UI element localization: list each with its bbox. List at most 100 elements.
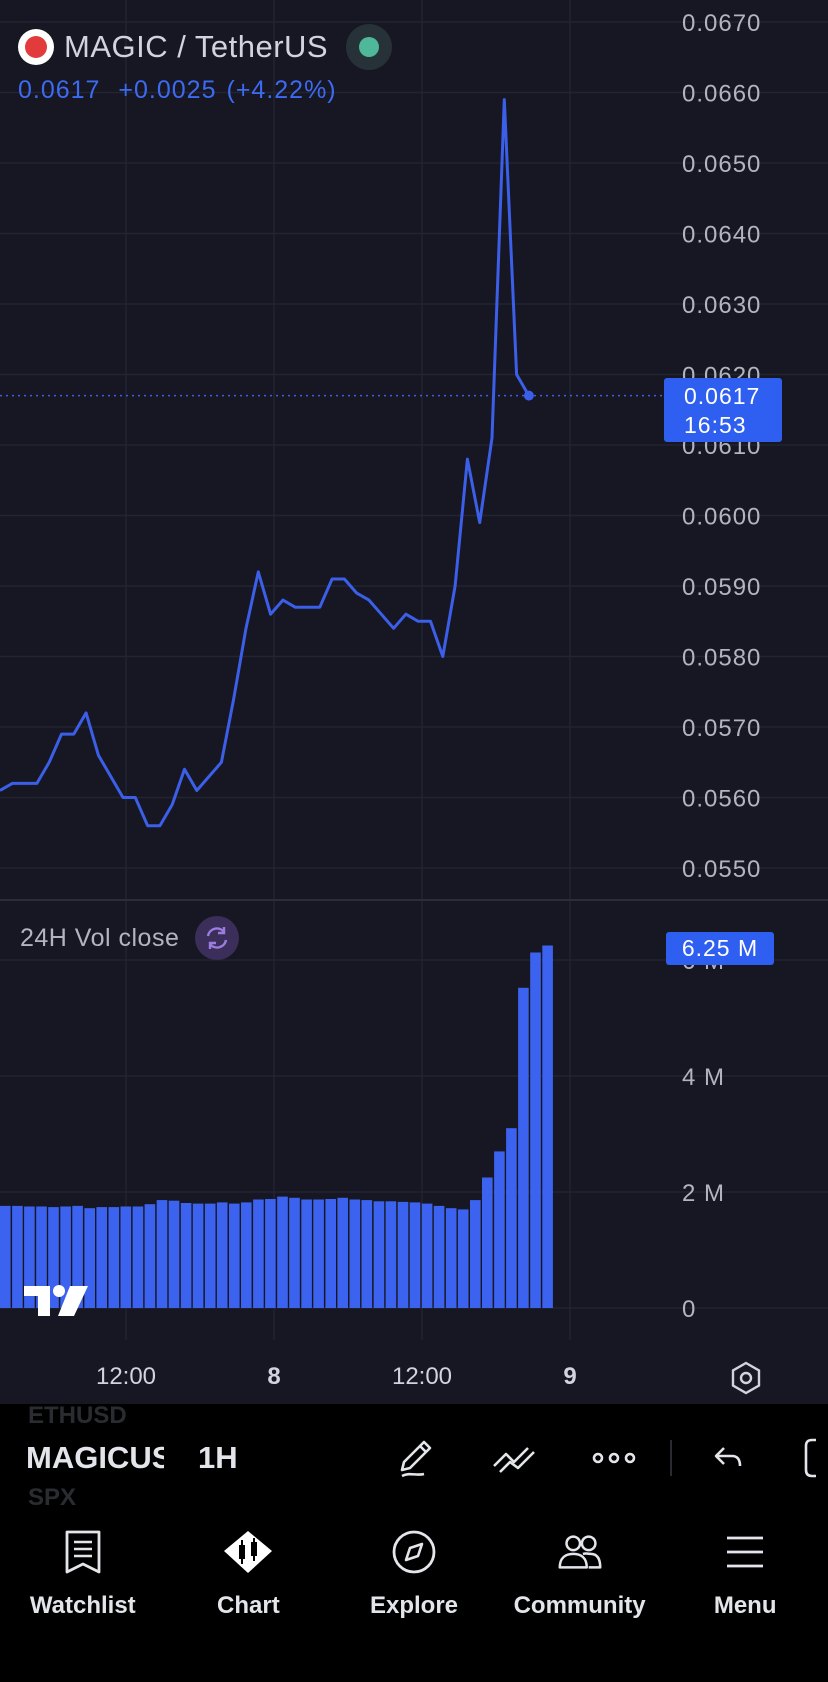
compass-icon (388, 1526, 440, 1578)
price-axis: 0.06700.06600.06500.06400.06300.06200.06… (682, 10, 761, 883)
volume-bar (168, 1200, 180, 1308)
volume-bar (0, 1205, 11, 1308)
volume-bar (445, 1208, 457, 1308)
undo-icon[interactable] (704, 1434, 752, 1482)
chart-canvas[interactable]: 0.06700.06600.06500.06400.06300.06200.06… (0, 0, 828, 1404)
volume-legend-label[interactable]: 24H Vol close (20, 923, 180, 952)
volume-bar (421, 1203, 433, 1308)
market-status-indicator[interactable] (346, 24, 393, 70)
time-tick-label: 8 (267, 1363, 280, 1390)
volume-bar (457, 1209, 469, 1308)
menu-icon (719, 1526, 771, 1578)
price-change-abs: +0.0025 (118, 76, 217, 104)
price-series (0, 98, 664, 828)
last-price-point (523, 390, 534, 401)
volume-bar (229, 1203, 240, 1308)
price-line (0, 98, 531, 828)
nav-label-community: Community (513, 1592, 646, 1619)
volume-bar (72, 1205, 83, 1308)
price-tick-label: 0.0550 (682, 856, 761, 883)
nav-chart[interactable]: Chart (166, 1512, 332, 1682)
tradingview-logo-icon[interactable] (22, 1282, 92, 1325)
next-symbol-ghost[interactable]: SPX (28, 1484, 77, 1511)
nav-menu[interactable]: Menu (662, 1512, 828, 1682)
volume-bar (265, 1199, 276, 1308)
volume-bar (397, 1201, 409, 1308)
volume-bar (361, 1200, 373, 1308)
price-tick-label: 0.0640 (682, 222, 761, 249)
volume-bar (84, 1208, 95, 1308)
volume-bar (385, 1201, 397, 1308)
price-tick-label: 0.0600 (682, 504, 761, 531)
price-tick-label: 0.0570 (682, 715, 761, 742)
nav-label-watchlist: Watchlist (29, 1592, 136, 1619)
volume-bar (337, 1197, 348, 1308)
price-tick-label: 0.0630 (682, 292, 761, 319)
symbol-selector[interactable]: MAGICUSDT (26, 1440, 164, 1475)
volume-axis: 02 M4 M6 M (682, 948, 725, 1323)
symbol-title[interactable]: MAGIC / TetherUS (64, 29, 329, 64)
volume-bar (518, 987, 529, 1308)
volume-bar (530, 952, 541, 1308)
nav-community[interactable]: Community (497, 1512, 663, 1682)
nav-watchlist[interactable]: Watchlist (0, 1512, 166, 1682)
volume-bar (409, 1202, 421, 1308)
volume-bar (482, 1177, 493, 1308)
time-tick-label: 12:00 (392, 1363, 452, 1390)
nav-label-menu: Menu (713, 1592, 777, 1619)
chart-toolbar: ETHUSD SPX MAGICUSDT 1H (0, 1404, 828, 1512)
candle-countdown: 16:53 (684, 412, 747, 438)
interval-selector[interactable]: 1H (198, 1440, 238, 1475)
volume-tick-label: 0 (682, 1296, 696, 1323)
previous-symbol-ghost[interactable]: ETHUSD (28, 1404, 127, 1429)
current-price-value: 0.0617 (684, 383, 761, 409)
volume-bar (48, 1207, 59, 1308)
volume-bar (60, 1206, 71, 1308)
volume-bar (204, 1203, 216, 1308)
volume-bar (216, 1202, 228, 1308)
price-tick-label: 0.0670 (682, 10, 761, 37)
volume-legend[interactable]: 24H Vol close (20, 916, 240, 960)
magic-coin-logo (18, 29, 54, 65)
symbol-header[interactable]: MAGIC / TetherUS (18, 24, 393, 70)
toolbar-divider (670, 1440, 672, 1476)
indicators-icon[interactable] (490, 1434, 538, 1482)
time-tick-label: 9 (563, 1363, 576, 1390)
volume-bar (301, 1199, 312, 1308)
drawing-pen-icon[interactable] (392, 1434, 440, 1482)
volume-bar (96, 1207, 107, 1308)
last-price: 0.0617 (18, 76, 101, 104)
price-tick-label: 0.0650 (682, 151, 761, 178)
chart-area[interactable]: 0.0670 0.0660 0.0650 0.0640 0.0630 0.0620 0.06… (0, 0, 828, 1404)
more-options-icon[interactable] (590, 1434, 638, 1482)
refresh-icon[interactable] (195, 916, 240, 960)
volume-tick-label: 2 M (682, 1180, 725, 1207)
volume-bar (433, 1205, 445, 1308)
price-tick-label: 0.0580 (682, 645, 761, 672)
volume-bar (253, 1199, 264, 1308)
volume-bars (0, 945, 553, 1308)
volume-bar (349, 1199, 361, 1308)
time-axis: 12:00 8 12:00 9 (96, 1363, 577, 1390)
volume-bar (12, 1205, 23, 1308)
chart-settings-hexagon-icon[interactable] (728, 1360, 764, 1396)
price-change-pct: (+4.22%) (226, 76, 337, 104)
volume-bar (192, 1203, 204, 1308)
volume-bar (313, 1199, 324, 1308)
nav-explore[interactable]: Explore (331, 1512, 497, 1682)
bottom-navigation: Watchlist Chart Explore (0, 1512, 828, 1682)
fullscreen-icon[interactable] (792, 1434, 828, 1482)
volume-bar (506, 1128, 517, 1308)
watchlist-icon (57, 1526, 109, 1578)
nav-label-chart: Chart (217, 1592, 280, 1619)
price-tick-label: 0.0590 (682, 574, 761, 601)
price-tick-label: 0.0560 (682, 786, 761, 813)
price-summary: 0.0617 +0.0025 (+4.22%) (18, 76, 347, 105)
volume-bar (470, 1200, 481, 1308)
volume-bar (542, 945, 553, 1308)
volume-bar (108, 1207, 120, 1308)
current-price-badge: 0.0617 16:53 (664, 378, 782, 442)
volume-bar (132, 1206, 144, 1308)
price-tick-label: 0.0660 (682, 81, 761, 108)
volume-bar (144, 1204, 156, 1308)
